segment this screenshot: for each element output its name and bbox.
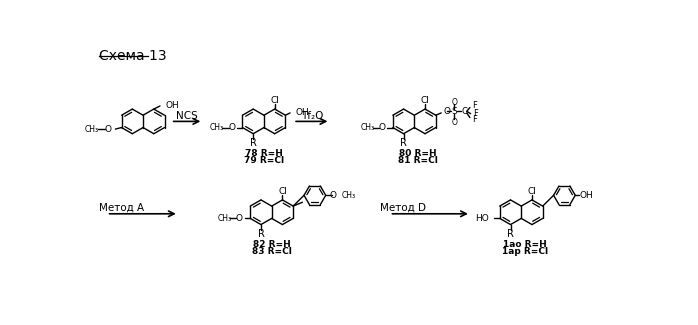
Text: O: O xyxy=(443,107,450,116)
Text: 80 R=H: 80 R=H xyxy=(399,149,437,158)
Text: C: C xyxy=(461,107,468,116)
Text: OH: OH xyxy=(579,191,593,200)
Text: S: S xyxy=(452,107,457,116)
Text: F: F xyxy=(473,109,478,118)
Text: 81 R=Cl: 81 R=Cl xyxy=(399,156,438,165)
Text: Схема 13: Схема 13 xyxy=(99,49,167,63)
Text: 79 R=Cl: 79 R=Cl xyxy=(244,156,284,165)
Text: OH: OH xyxy=(295,108,309,117)
Text: O: O xyxy=(228,123,235,132)
Text: Cl: Cl xyxy=(278,187,287,196)
Text: O: O xyxy=(236,214,243,223)
Text: O: O xyxy=(329,191,336,200)
Text: F: F xyxy=(473,101,477,111)
Text: CH₃: CH₃ xyxy=(341,191,355,200)
Text: R: R xyxy=(250,138,257,148)
Text: CH₃: CH₃ xyxy=(360,123,374,132)
Text: Tf₂O: Tf₂O xyxy=(301,111,323,121)
Text: R: R xyxy=(258,229,265,239)
Text: 78 R=H: 78 R=H xyxy=(245,149,283,158)
Text: Cl: Cl xyxy=(528,187,537,196)
Text: 1ap R=Cl: 1ap R=Cl xyxy=(502,247,548,256)
Text: 83 R=Cl: 83 R=Cl xyxy=(252,247,292,256)
Text: CH₃: CH₃ xyxy=(218,214,232,223)
Text: Метод D: Метод D xyxy=(380,202,426,213)
Text: 82 R=H: 82 R=H xyxy=(253,240,290,249)
Text: R: R xyxy=(507,229,514,239)
Text: OH: OH xyxy=(165,101,179,111)
Text: Cl: Cl xyxy=(421,96,429,105)
Text: R: R xyxy=(400,138,407,148)
Text: Метод A: Метод A xyxy=(99,202,144,213)
Text: Cl: Cl xyxy=(270,96,279,105)
Text: CH₃: CH₃ xyxy=(85,124,99,134)
Text: O: O xyxy=(104,124,111,134)
Text: CH₃: CH₃ xyxy=(210,123,224,132)
Text: HO: HO xyxy=(475,214,489,223)
Text: F: F xyxy=(473,115,477,124)
Text: O: O xyxy=(452,98,457,107)
Text: O: O xyxy=(452,118,457,127)
Text: O: O xyxy=(378,123,385,132)
Text: 1ao R=H: 1ao R=H xyxy=(503,240,547,249)
Text: NCS: NCS xyxy=(176,111,198,121)
